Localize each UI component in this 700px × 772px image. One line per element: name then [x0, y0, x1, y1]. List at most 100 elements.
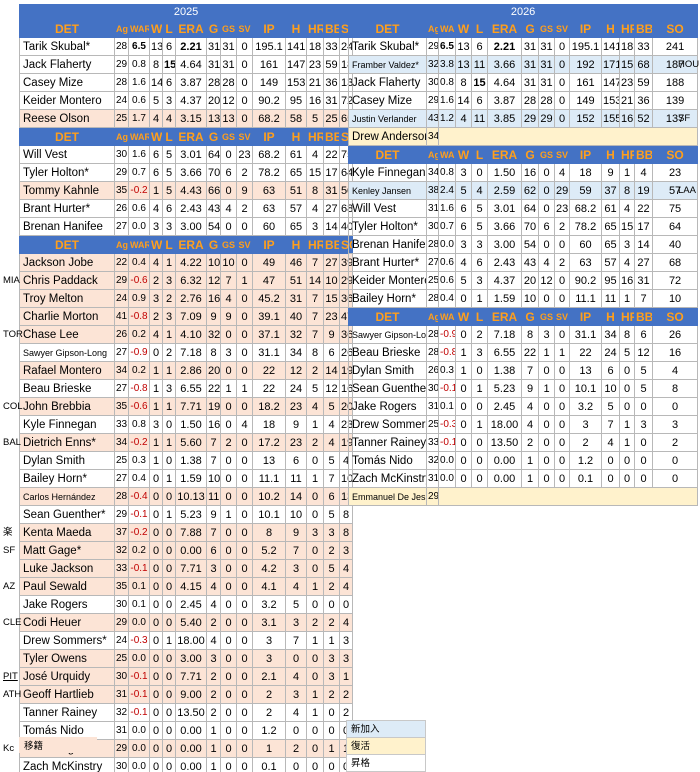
stat-w: 14 [455, 91, 472, 110]
stat-l: 0 [162, 739, 176, 758]
stat-w: 5 [455, 271, 472, 290]
column-header-age: Age [426, 307, 439, 326]
stat-h: 147 [601, 73, 620, 92]
stat-hr: 1 [619, 163, 635, 182]
stat-h: 171 [601, 55, 620, 74]
player-row: José Urquidy 30 -0.1 0 0 7.71 2 0 0 2.1 4 0 3 1 [19, 667, 354, 686]
stat-l: 5 [471, 217, 488, 236]
stat-l: 0 [162, 541, 176, 560]
stat-gs: 0 [538, 451, 555, 470]
column-header-g: G [206, 127, 221, 146]
stat-bb: 1 [323, 631, 340, 650]
stat-era: 0.00 [487, 469, 522, 488]
stat-era: 4.37 [487, 271, 522, 290]
stat-ip: 18 [252, 415, 286, 434]
stat-era: 5.23 [487, 379, 522, 398]
stat-h: 155 [601, 109, 620, 128]
stat-g: 6 [206, 541, 221, 560]
stat-age: 31 [426, 199, 439, 218]
stat-gs: 0 [538, 181, 555, 200]
stat-age: 24 [114, 91, 129, 110]
stat-war: 0.6 [438, 253, 456, 272]
stat-bb: 2 [323, 577, 340, 596]
stat-age: 30 [426, 217, 439, 236]
player-name: Jake Rogers [348, 397, 427, 416]
stat-g: 2 [206, 613, 221, 632]
stat-ip: 45.2 [252, 289, 286, 308]
stat-gs: 28 [220, 73, 237, 92]
stat-bb: 6 [323, 487, 340, 506]
player-name: Emmanuel De Jesus [348, 487, 427, 506]
stat-sv: 0 [236, 343, 253, 362]
stat-era: 3.87 [487, 91, 522, 110]
player-row: Troy Melton 24 0.9 3 2 2.76 16 4 0 45.2 31 7 15 36 [19, 289, 354, 308]
column-header-era: ERA [175, 127, 207, 146]
stat-bb: 0 [634, 451, 653, 470]
player-row: Dylan Smith 25 0.3 1 0 1.38 7 0 0 13 6 0 5 4 [19, 451, 354, 470]
column-header-era: ERA [175, 19, 207, 38]
stat-gs: 0 [220, 469, 237, 488]
player-name: Kyle Finnegan [348, 163, 427, 182]
stat-era: 1.50 [487, 163, 522, 182]
stat-age: 22 [114, 253, 129, 272]
player-name: Sawyer Gipson-Long [348, 325, 427, 344]
stat-hr: 0 [306, 487, 324, 506]
column-header-w: W [149, 127, 163, 146]
column-header-gs: GS [220, 19, 237, 38]
stat-gs: 6 [220, 163, 237, 182]
player-name: Bailey Horn* [348, 289, 427, 308]
origin-team-label: ATH [3, 688, 22, 700]
stat-l: 11 [471, 55, 488, 74]
stat-gs: 1 [538, 343, 555, 362]
stat-bb: 0 [634, 469, 653, 488]
stat-ip: 68.2 [252, 109, 286, 128]
stat-gs: 0 [220, 415, 237, 434]
player-row: Chase Lee 26 0.2 4 1 4.10 32 0 0 37.1 32 7 9 36 [19, 325, 354, 344]
stat-era: 5.23 [175, 505, 207, 524]
stat-gs: 0 [538, 199, 555, 218]
player-row: Emmanuel De Jesus29 [348, 487, 699, 506]
stat-hr: 0 [306, 451, 324, 470]
column-header-age: Age [426, 19, 439, 38]
stat-sv: 1 [236, 379, 253, 398]
stat-sv: 29 [554, 181, 570, 200]
stat-sv: 2 [554, 217, 570, 236]
stat-era: 3.00 [175, 217, 207, 236]
stat-w: 0 [149, 685, 163, 704]
column-header-sv: SV [236, 127, 253, 146]
stat-era: 7.18 [175, 343, 207, 362]
stat-so: 40 [651, 235, 699, 254]
stat-g: 31 [521, 55, 539, 74]
stat-ip: 149 [569, 91, 602, 110]
stat-w: 0 [455, 469, 472, 488]
player-row: Zach McKinstry 31 0.0 0 0 0.00 1 0 0 0.1 0 0 0 0 [348, 469, 699, 488]
stat-war: 0.0 [128, 721, 150, 740]
stat-h: 65 [601, 235, 620, 254]
stat-bb: 59 [323, 55, 340, 74]
stat-war: 0.0 [438, 451, 456, 470]
player-row: Tommy Kahnle 35 -0.2 1 5 4.43 66 0 9 63 51 8 31 50 [19, 181, 354, 200]
stat-war: 3.8 [438, 55, 456, 74]
roster-2026-table: 2026DETAgeWARWLERAGGSSVIPHHRBBSOTarik Sk… [347, 4, 699, 506]
stat-h: 23 [285, 397, 307, 416]
stat-war: -0.4 [128, 487, 150, 506]
stat-war: 0.0 [128, 649, 150, 668]
stat-h: 0 [285, 757, 307, 772]
player-name: Jake Rogers [19, 595, 115, 614]
stat-g: 1 [521, 469, 539, 488]
stat-h: 57 [285, 199, 307, 218]
player-name: Will Vest [348, 199, 427, 218]
stat-ip: 68.2 [569, 199, 602, 218]
stat-hr: 7 [306, 307, 324, 326]
stat-bb: 27 [634, 253, 653, 272]
stat-gs: 0 [220, 739, 237, 758]
stat-ip: 152 [569, 109, 602, 128]
stat-ip: 192 [569, 55, 602, 74]
player-name: Drew Sommers* [19, 631, 115, 650]
column-header-hr: HR [306, 235, 324, 254]
stat-gs: 3 [220, 343, 237, 362]
stat-h: 141 [601, 37, 620, 56]
stat-gs: 0 [538, 415, 555, 434]
stat-age: 26 [114, 199, 129, 218]
stat-ip: 90.2 [252, 91, 286, 110]
